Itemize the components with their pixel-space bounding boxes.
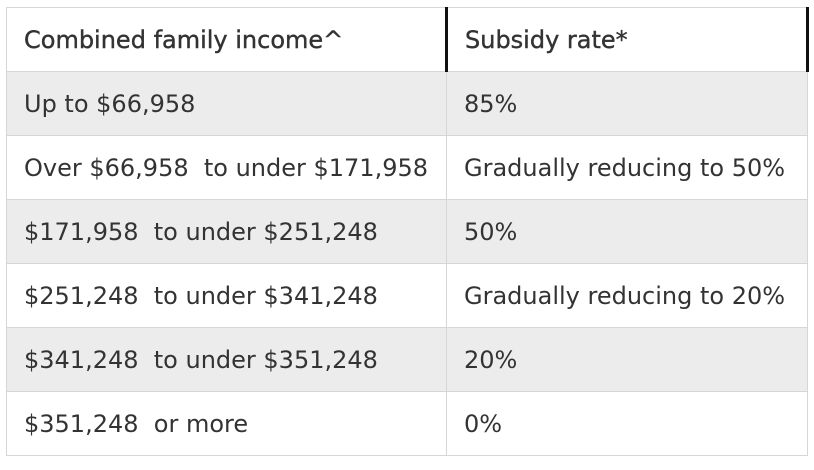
table-row: $171,958 to under $251,248 50% [6, 199, 808, 264]
rate-cell: 50% [446, 199, 808, 264]
income-cell: $351,248 or more [6, 391, 447, 456]
header-cell: Subsidy rate* [445, 7, 809, 72]
income-cell: $341,248 to under $351,248 [6, 327, 447, 392]
table-body: Up to $66,958 85% Over $66,958 to under $1… [6, 71, 808, 456]
income-cell: Up to $66,958 [6, 71, 447, 136]
rate-cell: Gradually reducing to 20% [446, 263, 808, 328]
table-row: $341,248 to under $351,248 20% [6, 327, 808, 392]
income-cell: $171,958 to under $251,248 [6, 199, 447, 264]
rate-cell: Gradually reducing to 50% [446, 135, 808, 200]
table-row: Up to $66,958 85% [6, 71, 808, 136]
rate-cell: 0% [446, 391, 808, 456]
table-row: $351,248 or more 0% [6, 391, 808, 456]
table-row: Over $66,958 to under $171,958 Gradually … [6, 135, 808, 200]
income-cell: $251,248 to under $341,248 [6, 263, 447, 328]
rate-cell: 20% [446, 327, 808, 392]
income-cell: Over $66,958 to under $171,958 [6, 135, 447, 200]
header-cell: Combined family income^ [6, 7, 447, 72]
subsidy-table: Combined family income^ Subsidy rate* Up… [6, 7, 809, 456]
rate-cell: 85% [446, 71, 808, 136]
table-row: $251,248 to under $341,248 Gradually redu… [6, 263, 808, 328]
header-row: Combined family income^ Subsidy rate* [6, 7, 809, 72]
